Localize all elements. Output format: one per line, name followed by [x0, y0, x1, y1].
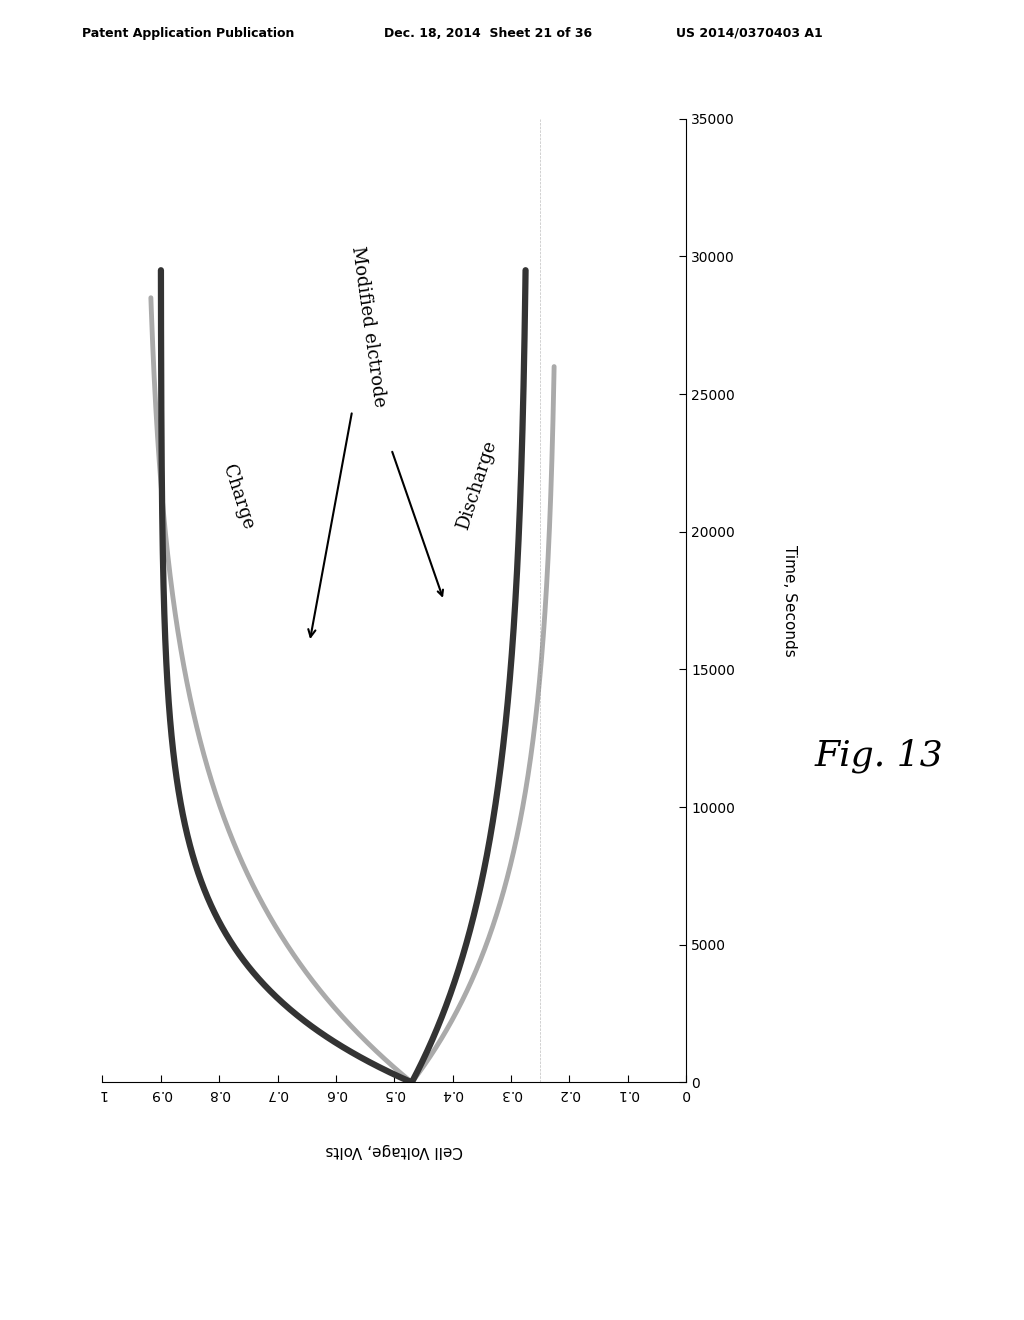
Y-axis label: Time, Seconds: Time, Seconds — [782, 545, 798, 656]
X-axis label: Cell Voltage, Volts: Cell Voltage, Volts — [326, 1143, 463, 1158]
Text: US 2014/0370403 A1: US 2014/0370403 A1 — [676, 26, 822, 40]
Text: Patent Application Publication: Patent Application Publication — [82, 26, 294, 40]
Text: Discharge: Discharge — [454, 438, 500, 532]
Text: Modified elctrode: Modified elctrode — [308, 244, 388, 636]
Text: Fig. 13: Fig. 13 — [814, 739, 943, 774]
Text: Dec. 18, 2014  Sheet 21 of 36: Dec. 18, 2014 Sheet 21 of 36 — [384, 26, 592, 40]
Text: Charge: Charge — [219, 462, 257, 532]
